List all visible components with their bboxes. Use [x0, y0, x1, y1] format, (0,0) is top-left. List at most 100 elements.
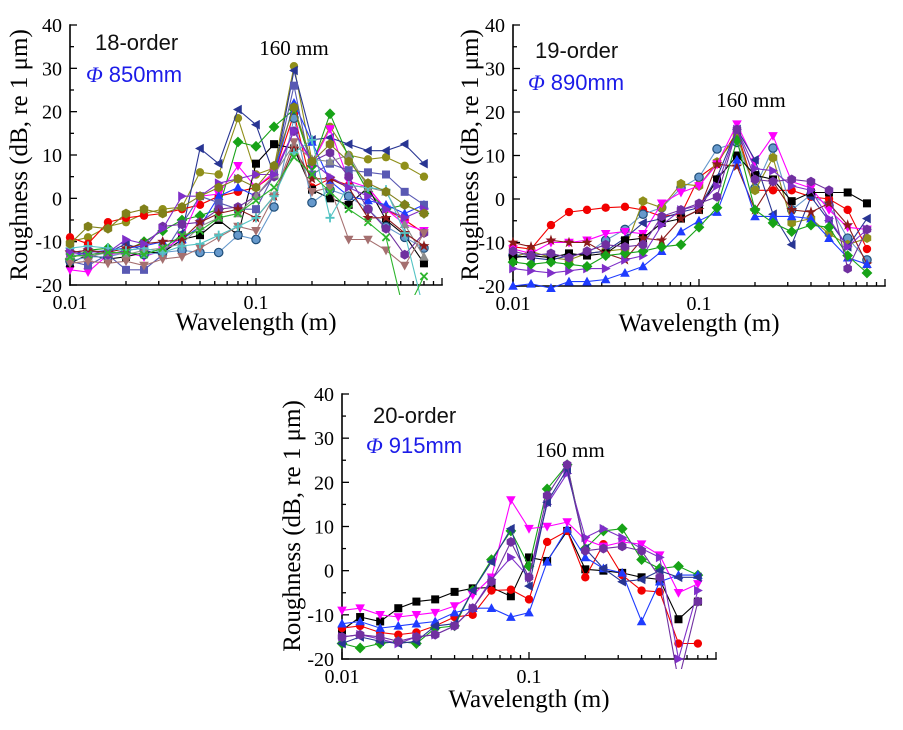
marker: [381, 233, 391, 242]
marker: [399, 219, 410, 229]
y-tick-label: 10: [485, 146, 505, 168]
series-green-cross: [65, 152, 429, 295]
y-tick-label: 40: [485, 15, 505, 37]
marker: [731, 160, 743, 172]
y-tick-label: -20: [478, 276, 505, 298]
marker: [326, 194, 335, 203]
marker: [787, 181, 797, 191]
marker: [394, 636, 403, 647]
series-green-diamond: [507, 134, 873, 279]
marker: [487, 586, 496, 595]
marker: [580, 552, 591, 562]
marker: [288, 142, 300, 154]
marker: [545, 256, 557, 268]
marker: [786, 211, 797, 221]
marker: [824, 185, 834, 196]
marker: [364, 191, 373, 201]
marker: [450, 620, 459, 631]
marker: [419, 229, 429, 238]
marker: [121, 208, 131, 219]
marker: [656, 241, 668, 253]
marker: [375, 611, 385, 620]
y-tick-label: 0: [495, 189, 505, 211]
marker: [178, 191, 187, 201]
marker: [83, 221, 93, 232]
marker: [324, 108, 336, 120]
y-axis-title: Roughness (dB, re 1 μm): [457, 29, 484, 281]
marker: [749, 204, 761, 216]
marker: [288, 65, 298, 76]
marker: [508, 281, 518, 290]
marker: [343, 150, 354, 159]
phi-symbol: Φ: [366, 433, 383, 458]
marker: [526, 250, 536, 261]
marker: [103, 248, 113, 257]
marker: [673, 588, 684, 598]
marker: [581, 261, 593, 272]
marker: [547, 268, 556, 278]
marker: [363, 155, 373, 164]
series-cyan-plus: [65, 135, 421, 295]
x-axis-title: Wavelength (m): [175, 309, 337, 336]
marker: [83, 268, 93, 277]
marker: [468, 603, 477, 614]
marker: [674, 676, 682, 686]
marker: [325, 187, 335, 197]
marker: [768, 132, 778, 141]
marker: [581, 573, 590, 582]
marker: [600, 250, 612, 261]
marker: [139, 250, 149, 259]
marker: [103, 217, 113, 227]
marker: [824, 206, 834, 215]
marker: [269, 160, 279, 171]
marker: [233, 173, 243, 184]
marker: [337, 638, 346, 649]
marker: [122, 234, 131, 245]
marker: [638, 196, 648, 207]
plot-19-order: 0.01 0.1 -20 -10 0 10 20 30 40: [478, 15, 886, 315]
series-darkred-star: [507, 158, 873, 269]
marker: [419, 272, 429, 281]
series-steelblue-circle: [508, 137, 872, 265]
marker: [637, 232, 649, 243]
marker: [177, 230, 187, 240]
marker: [103, 223, 113, 234]
marker: [542, 537, 552, 547]
marker: [412, 632, 421, 642]
marker: [825, 213, 835, 224]
marker: [523, 560, 535, 572]
marker: [843, 205, 852, 215]
series-line: [341, 467, 698, 645]
x-tick-label: 0.1: [687, 293, 712, 315]
marker: [508, 246, 518, 257]
series-navy-left-triangle: [65, 65, 428, 260]
series-green-diamond: [64, 104, 430, 265]
marker: [381, 152, 391, 162]
marker: [399, 139, 409, 149]
marker: [399, 261, 410, 271]
peak-wavelength-annotation: 160 mm: [259, 36, 329, 60]
marker: [638, 261, 648, 271]
marker: [542, 522, 552, 532]
marker: [786, 204, 798, 215]
marker: [506, 612, 516, 621]
marker: [382, 170, 391, 179]
marker: [862, 259, 872, 269]
marker: [713, 181, 723, 191]
marker: [139, 204, 149, 215]
marker: [638, 209, 648, 220]
y-axis-title: Roughness (dB, re 1 μm): [6, 29, 33, 281]
marker: [326, 171, 336, 182]
y-tick-label: -20: [35, 275, 62, 297]
marker: [363, 168, 372, 177]
x-tick-label: 0.01: [496, 293, 531, 315]
marker: [711, 202, 723, 214]
marker: [450, 587, 459, 596]
marker: [598, 563, 608, 574]
marker: [325, 156, 335, 166]
marker: [83, 250, 93, 259]
series-magenta-down-triangle: [508, 120, 872, 259]
marker: [213, 191, 224, 200]
marker: [617, 541, 627, 552]
marker: [418, 158, 428, 169]
